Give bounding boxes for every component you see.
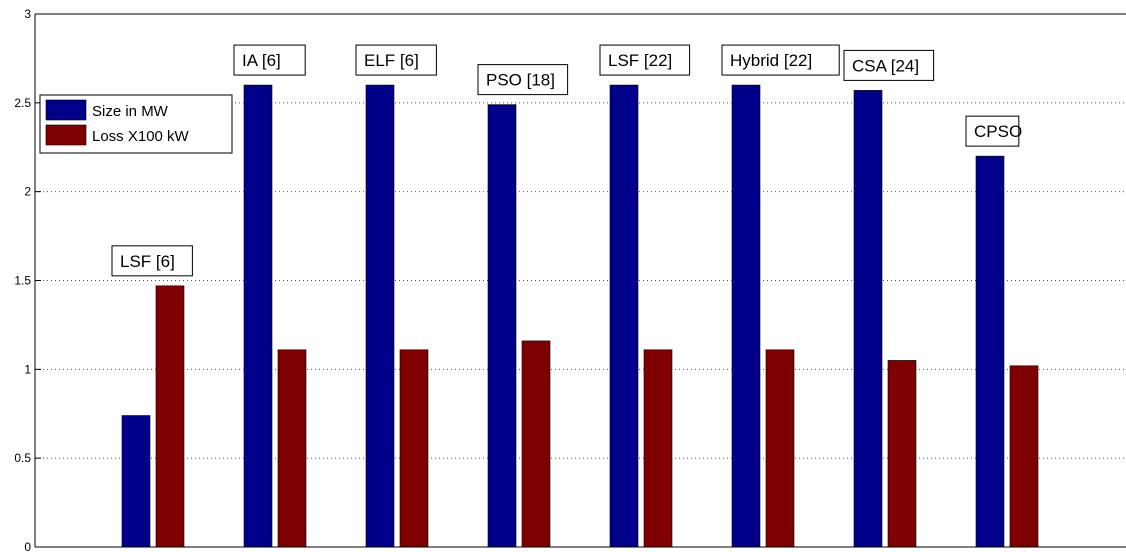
category-label: ELF [6] [364, 51, 419, 70]
y-tick-label: 0 [24, 540, 31, 552]
bar-loss-1 [277, 349, 307, 548]
category-callout-box [843, 49, 935, 81]
bar-loss-3 [521, 340, 551, 548]
bar-size-4 [609, 84, 639, 548]
bar-size-2 [365, 84, 395, 548]
legend-swatch [45, 99, 87, 121]
legend-swatch [45, 124, 87, 146]
category-callout-box [355, 44, 437, 76]
category-label: IA [6] [242, 51, 281, 70]
y-tick-label: 1.5 [14, 274, 31, 288]
bar-loss-2 [399, 349, 429, 548]
bar-size-3 [487, 104, 517, 548]
bar-loss-6 [887, 360, 917, 548]
category-label: LSF [6] [120, 252, 175, 271]
category-callouts: LSF [6] IA [6] ELF [6] PSO [18] LSF [22] Hybr… [111, 44, 1022, 277]
bar-loss-7 [1009, 365, 1039, 548]
bar-size-0 [121, 415, 151, 548]
y-tick-label: 3 [24, 7, 31, 21]
y-tick-label: 2.5 [14, 96, 31, 110]
bar-size-5 [731, 84, 761, 548]
category-label: LSF [22] [608, 51, 672, 70]
legend-label: Size in MW [92, 103, 169, 120]
category-callout-box [477, 64, 569, 96]
legend: Size in MW Loss X100 kW [39, 94, 233, 154]
y-tick-label: 0.5 [14, 451, 31, 465]
y-tick-label: 2 [24, 185, 31, 199]
bar-size-7 [975, 155, 1005, 548]
category-label: Hybrid [22] [730, 51, 812, 70]
bar-size-6 [853, 90, 883, 548]
category-label: CSA [24] [852, 56, 919, 75]
category-label: CPSO [974, 122, 1022, 141]
category-callout-box [233, 44, 306, 76]
category-callout-box [111, 245, 193, 277]
grid-lines [35, 102, 1126, 459]
bars [121, 84, 1039, 548]
category-label: PSO [18] [486, 71, 555, 90]
bar-loss-0 [155, 285, 185, 548]
y-tick-label: 1 [24, 362, 31, 376]
category-callout-box [599, 44, 691, 76]
category-callout-box [721, 44, 840, 76]
axes: 0 0.5 1 1.5 2 2.5 3 [14, 7, 1126, 552]
bar-loss-4 [643, 349, 673, 548]
legend-label: Loss X100 kW [92, 128, 190, 145]
bar-loss-5 [765, 349, 795, 548]
category-callout-box [965, 115, 1020, 147]
bar-size-1 [243, 84, 273, 548]
